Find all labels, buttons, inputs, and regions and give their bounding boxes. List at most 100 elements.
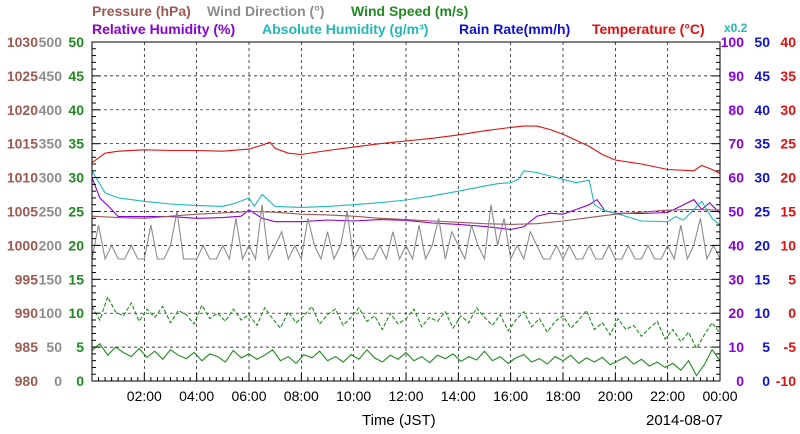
rain-rate-tick-label: 25 bbox=[754, 204, 770, 220]
absolute-humidity-scale-note: x0.2 bbox=[724, 21, 748, 35]
x-tick-label: 22:00 bbox=[650, 388, 685, 404]
relative-humidity-tick-label: 60 bbox=[728, 170, 744, 186]
temperature-axis-label: Temperature (°C) bbox=[592, 21, 705, 37]
pressure-tick-label: 990 bbox=[15, 305, 39, 321]
x-tick-label: 08:00 bbox=[284, 388, 319, 404]
wind-direction-tick-label: 250 bbox=[39, 204, 63, 220]
wind-direction-tick-label: 400 bbox=[39, 102, 63, 118]
wind-direction-tick-label: 50 bbox=[46, 339, 62, 355]
temperature-tick-label: 10 bbox=[780, 237, 796, 253]
x-tick-label: 06:00 bbox=[231, 388, 266, 404]
relative-humidity-tick-label: 70 bbox=[728, 136, 744, 152]
absolute-humidity-axis-label: Absolute Humidity (g/m³) bbox=[262, 21, 428, 37]
rain-rate-tick-label: 45 bbox=[754, 68, 770, 84]
temperature-tick-label: -10 bbox=[776, 373, 796, 389]
relative-humidity-tick-label: 20 bbox=[728, 305, 744, 321]
temperature-tick-label: 30 bbox=[780, 102, 796, 118]
pressure-tick-label: 1005 bbox=[7, 204, 38, 220]
temperature-tick-label: -5 bbox=[784, 339, 797, 355]
series-line-wind-speed-gust-m-s bbox=[91, 295, 721, 350]
wind-direction-tick-label: 0 bbox=[54, 373, 62, 389]
temperature-tick-label: 40 bbox=[780, 34, 796, 50]
wind-direction-tick-label: 100 bbox=[39, 305, 63, 321]
relative-humidity-tick-label: 90 bbox=[728, 68, 744, 84]
pressure-tick-label: 1000 bbox=[7, 237, 38, 253]
series-line-absolute-humidity-g-m bbox=[91, 170, 721, 226]
relative-humidity-axis-label: Relative Humidity (%) bbox=[92, 21, 235, 37]
series-line-wind-direction bbox=[91, 204, 721, 261]
relative-humidity-tick-label: 0 bbox=[736, 373, 744, 389]
relative-humidity-tick-label: 10 bbox=[728, 339, 744, 355]
wind-direction-tick-label: 500 bbox=[39, 34, 63, 50]
rain-rate-tick-label: 35 bbox=[754, 136, 770, 152]
rain-rate-tick-label: 5 bbox=[762, 339, 770, 355]
pressure-tick-label: 980 bbox=[15, 373, 39, 389]
pressure-axis-label: Pressure (hPa) bbox=[92, 3, 191, 19]
wind-speed-tick-label: 50 bbox=[68, 34, 84, 50]
wind-speed-tick-label: 35 bbox=[68, 136, 84, 152]
x-tick-label: 16:00 bbox=[493, 388, 528, 404]
temperature-tick-label: 25 bbox=[780, 136, 796, 152]
wind-direction-axis-label: Wind Direction (°) bbox=[207, 3, 324, 19]
series-line-pressure-hpa bbox=[91, 208, 721, 225]
x-tick-label: 10:00 bbox=[336, 388, 371, 404]
rain-rate-tick-label: 10 bbox=[754, 305, 770, 321]
x-tick-label: 04:00 bbox=[179, 388, 214, 404]
pressure-tick-label: 985 bbox=[15, 339, 39, 355]
x-tick-label: 12:00 bbox=[388, 388, 423, 404]
wind-speed-tick-label: 5 bbox=[76, 339, 84, 355]
x-tick-label: 18:00 bbox=[545, 388, 580, 404]
series-line-temperature-c bbox=[91, 125, 721, 174]
relative-humidity-tick-label: 50 bbox=[728, 204, 744, 220]
pressure-tick-label: 1030 bbox=[7, 34, 38, 50]
temperature-tick-label: 5 bbox=[788, 271, 796, 287]
rain-rate-tick-label: 0 bbox=[762, 373, 770, 389]
wind-speed-tick-label: 25 bbox=[68, 204, 84, 220]
relative-humidity-tick-label: 40 bbox=[728, 237, 744, 253]
x-tick-label: 20:00 bbox=[598, 388, 633, 404]
series-line-wind-speed-m-s bbox=[91, 342, 721, 377]
rain-rate-tick-label: 15 bbox=[754, 271, 770, 287]
wind-speed-tick-label: 40 bbox=[68, 102, 84, 118]
wind-direction-tick-label: 150 bbox=[39, 271, 63, 287]
relative-humidity-tick-label: 100 bbox=[721, 34, 745, 50]
wind-speed-tick-label: 10 bbox=[68, 305, 84, 321]
pressure-tick-label: 1020 bbox=[7, 102, 38, 118]
wind-speed-tick-label: 30 bbox=[68, 170, 84, 186]
rain-rate-tick-label: 50 bbox=[754, 34, 770, 50]
wind-speed-tick-label: 20 bbox=[68, 237, 84, 253]
temperature-tick-label: 20 bbox=[780, 170, 796, 186]
y-axis-ticks: 1030102510201015101010051000995990985980… bbox=[7, 34, 796, 389]
date-label: 2014-08-07 bbox=[646, 412, 723, 429]
wind-direction-tick-label: 300 bbox=[39, 170, 63, 186]
chart-legend-header: Pressure (hPa) Wind Direction (°) Wind S… bbox=[92, 3, 748, 37]
wind-speed-axis-label: Wind Speed (m/s) bbox=[351, 3, 468, 19]
chart-grid bbox=[92, 42, 720, 381]
rain-rate-axis-label: Rain Rate(mm/h) bbox=[459, 21, 570, 37]
wind-direction-tick-label: 450 bbox=[39, 68, 63, 84]
wind-direction-tick-label: 200 bbox=[39, 237, 63, 253]
rain-rate-tick-label: 30 bbox=[754, 170, 770, 186]
wind-speed-tick-label: 45 bbox=[68, 68, 84, 84]
x-tick-label: 00:00 bbox=[702, 388, 737, 404]
x-tick-label: 02:00 bbox=[127, 388, 162, 404]
relative-humidity-tick-label: 30 bbox=[728, 271, 744, 287]
x-axis-label: Time (JST) bbox=[362, 412, 436, 429]
pressure-tick-label: 995 bbox=[15, 271, 39, 287]
rain-rate-tick-label: 20 bbox=[754, 237, 770, 253]
pressure-tick-label: 1015 bbox=[7, 136, 38, 152]
rain-rate-tick-label: 40 bbox=[754, 102, 770, 118]
x-tick-label: 14:00 bbox=[441, 388, 476, 404]
temperature-tick-label: 0 bbox=[788, 305, 796, 321]
relative-humidity-tick-label: 80 bbox=[728, 102, 744, 118]
pressure-tick-label: 1010 bbox=[7, 170, 38, 186]
wind-direction-tick-label: 350 bbox=[39, 136, 63, 152]
temperature-tick-label: 35 bbox=[780, 68, 796, 84]
pressure-tick-label: 1025 bbox=[7, 68, 38, 84]
series-line-relative-humidity bbox=[91, 177, 721, 231]
temperature-tick-label: 15 bbox=[780, 204, 796, 220]
wind-speed-tick-label: 0 bbox=[76, 373, 84, 389]
wind-speed-tick-label: 15 bbox=[68, 271, 84, 287]
chart-series bbox=[91, 125, 721, 377]
